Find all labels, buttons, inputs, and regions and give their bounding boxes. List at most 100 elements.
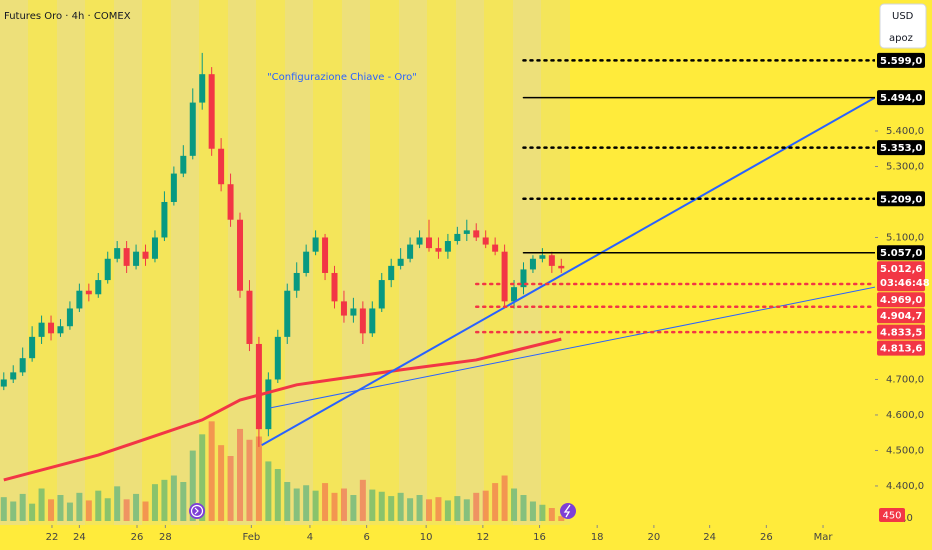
volume-bar	[237, 428, 244, 521]
volume-bar	[114, 486, 121, 521]
volume-bar	[388, 496, 395, 521]
price-flag	[877, 245, 925, 261]
volume-bar	[189, 450, 196, 521]
volume-bar	[104, 498, 111, 521]
volume-bar	[492, 483, 499, 521]
price-flag	[877, 52, 925, 68]
volume-bar	[416, 495, 423, 521]
candle-body	[48, 322, 55, 334]
candle-body	[416, 237, 423, 245]
candle-body	[350, 308, 357, 316]
candle-body	[303, 251, 310, 273]
price-flag	[877, 292, 925, 308]
candle-body	[511, 287, 518, 302]
y-tick-label: 4.700,0	[886, 374, 924, 385]
volume-bar	[312, 490, 319, 521]
price-flag-label: 5.599,0	[880, 56, 922, 67]
candle-body	[340, 301, 347, 316]
candle-body	[104, 258, 111, 281]
x-tick-label: 18	[591, 532, 604, 543]
candle-body	[482, 237, 489, 245]
volume-bar	[274, 469, 281, 521]
candle-body	[322, 237, 329, 273]
candle-body	[255, 343, 262, 430]
candle-body	[284, 290, 291, 337]
volume-bar	[558, 516, 565, 521]
trendline	[270, 286, 875, 409]
price-flag	[877, 261, 925, 292]
candle-body	[66, 308, 73, 327]
price-flag-label: 4.969,0	[880, 295, 922, 306]
candle-body	[114, 248, 121, 259]
candle-body	[501, 251, 508, 302]
volume-bar	[10, 501, 17, 521]
x-tick-label: 4	[307, 532, 313, 543]
candle-body	[10, 372, 17, 380]
price-flag	[877, 140, 925, 156]
scale-note: apoz	[889, 33, 913, 44]
volume-bar	[218, 445, 225, 521]
volume-bar	[548, 508, 555, 521]
y-tick-label: 4.500,0	[886, 445, 924, 456]
volume-bar	[463, 499, 470, 521]
price-flag-label: 4.833,5	[880, 328, 922, 339]
volume-bar	[208, 421, 215, 521]
volume-bar	[0, 497, 7, 521]
volume-bar	[435, 497, 442, 521]
y-tick-label: 5.400,0	[886, 126, 924, 137]
candle-body	[529, 258, 536, 270]
volume-bar	[95, 490, 102, 521]
event-icon[interactable]	[189, 503, 205, 519]
candle-body	[142, 251, 149, 259]
candle-body	[558, 265, 565, 269]
volume-bar	[520, 495, 527, 521]
candle-body	[492, 244, 499, 252]
currency-box[interactable]	[879, 3, 927, 49]
volume-bar	[444, 500, 451, 521]
candle-body	[189, 102, 196, 156]
volume-bar	[265, 461, 272, 521]
session-bands	[0, 0, 570, 525]
price-flag-label: 4.904,7	[880, 311, 922, 322]
moving-average	[3, 337, 562, 482]
price-flag-label: 5.209,0	[880, 194, 922, 205]
x-tick-label: 12	[476, 532, 489, 543]
candle-body	[246, 290, 253, 344]
volume-bar	[151, 484, 158, 521]
price-flag	[877, 308, 925, 324]
plot-area	[0, 52, 875, 521]
volume-bar	[397, 492, 404, 521]
event-icon[interactable]	[560, 503, 576, 519]
volume-bar	[66, 502, 73, 521]
candle-body	[312, 237, 319, 252]
x-tick-label: 24	[703, 532, 716, 543]
chart-title: Futures Oro · 4h · COMEX	[4, 11, 131, 22]
volume-bar	[170, 475, 177, 521]
candle-body	[425, 237, 432, 249]
candle-body	[85, 290, 92, 295]
x-tick-label: 24	[73, 532, 86, 543]
candle-body	[76, 290, 83, 309]
candle-body	[274, 336, 281, 380]
candle-body	[199, 74, 206, 103]
y-tick-label: 4.400,0	[886, 481, 924, 492]
volume-bar	[161, 479, 168, 521]
y-tick-label: 5.100,0	[886, 232, 924, 243]
candle-body	[180, 155, 187, 174]
volume-bar	[407, 498, 414, 521]
volume-bar	[473, 492, 480, 521]
currency: USD	[892, 11, 914, 22]
volume-flag	[879, 508, 905, 522]
candle-body	[227, 184, 234, 220]
y-tick-label: 5.300,0	[886, 161, 924, 172]
volume-bar	[19, 493, 26, 521]
candle-body	[454, 233, 461, 242]
volume-bar	[142, 501, 149, 521]
candle-body	[170, 173, 177, 202]
volume-bar	[38, 488, 45, 521]
volume-bar	[227, 456, 234, 521]
candle-body	[473, 230, 480, 238]
y-tick-label: 4.600,0	[886, 410, 924, 421]
